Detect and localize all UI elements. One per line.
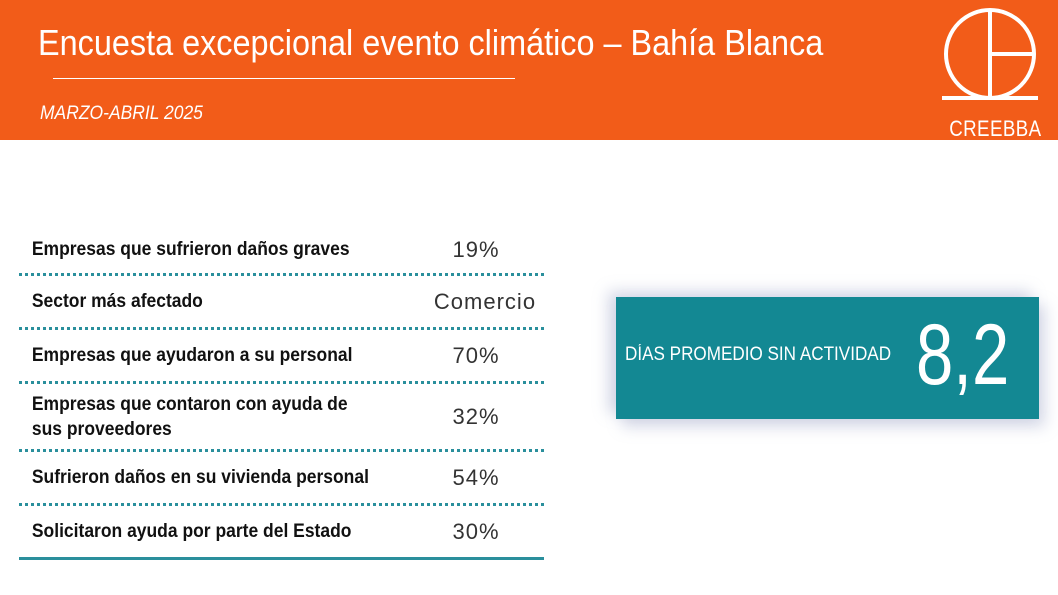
logo-wordmark: CREEBBA — [949, 116, 1042, 141]
stat-label: Sufrieron daños en su vivienda personal — [31, 467, 369, 488]
stat-value: 32% — [452, 403, 500, 429]
page-subtitle: MARZO-ABRIL 2025 — [40, 103, 203, 124]
stat-value: 54% — [452, 464, 500, 490]
page-title: Encuesta excepcional evento climático – … — [38, 22, 824, 63]
creebba-logo-icon — [942, 8, 1038, 100]
stat-row: Sector más afectado Comercio — [19, 276, 544, 330]
kpi-label: DÍAS PROMEDIO SIN ACTIVIDAD — [625, 344, 892, 365]
stat-label: Empresas que contaron con ayuda de sus p… — [31, 393, 348, 440]
stat-row: Solicitaron ayuda por parte del Estado 3… — [19, 506, 544, 560]
stat-value: 70% — [452, 342, 500, 368]
stat-label: Solicitaron ayuda por parte del Estado — [31, 521, 352, 542]
title-divider — [53, 78, 515, 79]
header-banner: Encuesta excepcional evento climático – … — [0, 0, 1058, 141]
stat-row: Empresas que contaron con ayuda de sus p… — [19, 384, 544, 452]
stat-value: Comercio — [433, 288, 537, 314]
stat-row: Empresas que sufrieron daños graves 19% — [19, 226, 544, 276]
stats-table: Empresas que sufrieron daños graves 19% … — [19, 226, 544, 560]
kpi-value: 8,2 — [916, 307, 1010, 403]
stat-value: 19% — [452, 236, 500, 262]
stat-value: 30% — [452, 518, 500, 544]
kpi-card: DÍAS PROMEDIO SIN ACTIVIDAD 8,2 — [616, 297, 1039, 419]
stat-row: Empresas que ayudaron a su personal 70% — [19, 330, 544, 384]
stat-label: Empresas que ayudaron a su personal — [31, 345, 353, 366]
stat-label: Sector más afectado — [31, 291, 203, 312]
stat-label: Empresas que sufrieron daños graves — [31, 239, 350, 260]
stat-row: Sufrieron daños en su vivienda personal … — [19, 452, 544, 506]
